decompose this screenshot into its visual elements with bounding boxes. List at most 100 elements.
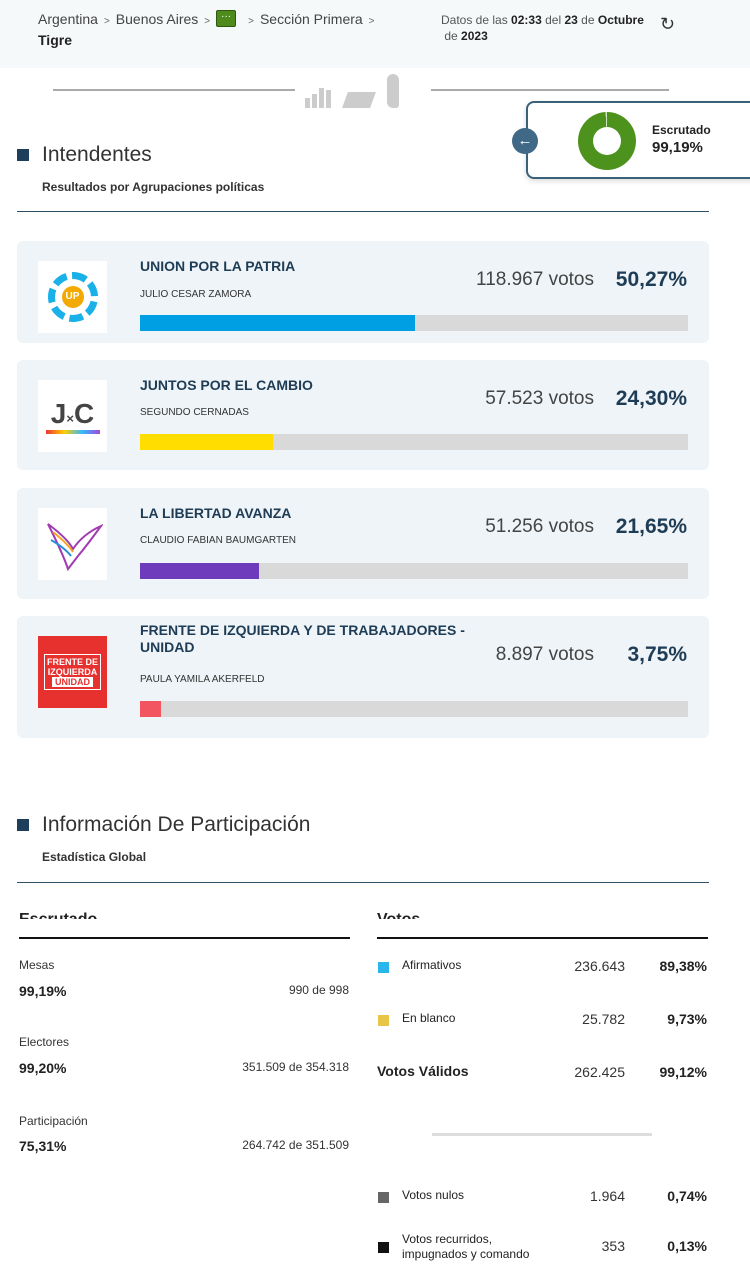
votos-divider: [432, 1133, 652, 1136]
party-progress-bar: [140, 563, 688, 579]
update-de2: de: [444, 29, 458, 43]
votos-num: 262.425: [574, 1064, 625, 1080]
stat-detail: 990 de 998: [288, 983, 349, 997]
intendentes-subtitle: Resultados por Agrupaciones políticas: [42, 180, 265, 194]
section-rule: [17, 882, 709, 883]
party-percent: 24,30%: [615, 387, 687, 410]
votos-label: Votos recurridos, impugnados y comando: [402, 1232, 530, 1261]
progress-fill: [140, 315, 416, 331]
party-votes: 51.256 votos: [485, 516, 594, 537]
party-logo-up: UP: [38, 261, 107, 333]
party-logo-jxc: J×C: [38, 380, 107, 452]
party-name: JUNTOS POR EL CAMBIO: [140, 377, 313, 393]
legend-swatch: [378, 1192, 389, 1203]
collapse-arrow-icon[interactable]: ←: [512, 128, 538, 154]
breadcrumb-argentina[interactable]: Argentina: [38, 11, 98, 27]
candidate-name: JULIO CESAR ZAMORA: [140, 289, 252, 300]
candidate-name: SEGUNDO CERNADAS: [140, 407, 249, 418]
legend-swatch: [378, 1242, 389, 1253]
escrutado-heading: Escrutado: [19, 905, 219, 919]
escrutado-donut: [578, 112, 636, 170]
votos-percent: 99,12%: [659, 1064, 707, 1080]
party-name: LA LIBERTAD AVANZA: [140, 505, 292, 521]
party-votes: 8.897 votos: [495, 644, 594, 665]
party-name: UNION POR LA PATRIA: [140, 258, 296, 274]
votos-label: Votos nulos: [402, 1188, 465, 1202]
participacion-subtitle: Estadística Global: [42, 850, 147, 864]
candidate-name: PAULA YAMILA AKERFELD: [140, 674, 265, 685]
breadcrumb-buenos-aires[interactable]: Buenos Aires: [115, 11, 199, 27]
participacion-title: Información De Participación: [17, 813, 310, 837]
escrutado-label: Escrutado: [652, 123, 711, 137]
stat-percent: 99,19%: [19, 983, 67, 999]
header: Argentina > Buenos Aires > ··· > Sección Prime…: [0, 0, 750, 68]
section-marker: [17, 819, 29, 831]
escrutado-rule: [19, 937, 350, 939]
votos-label: Afirmativos: [402, 958, 462, 972]
update-hour: 02:33: [511, 13, 542, 27]
stat-detail: 351.509 de 354.318: [242, 1060, 349, 1074]
breadcrumb-current: Tigre: [38, 32, 72, 48]
escrutado-value: 99,19%: [652, 139, 703, 156]
section-marker: [17, 149, 29, 161]
votos-row: En blanco 25.782 9,73%: [377, 1007, 707, 1037]
votos-row: Afirmativos 236.643 89,38%: [377, 954, 707, 984]
votos-row: Votos nulos 1.964 0,74%: [377, 1184, 707, 1214]
update-day: 23: [564, 13, 578, 27]
votos-label: Votos Válidos: [377, 1063, 469, 1079]
votos-percent: 0,13%: [667, 1238, 707, 1254]
party-percent: 21,65%: [615, 515, 687, 538]
party-percent: 3,75%: [627, 643, 687, 666]
votos-num: 353: [601, 1238, 625, 1254]
divider-right: [431, 89, 669, 91]
divider-left: [53, 89, 295, 91]
stat-label: Participación: [19, 1114, 88, 1128]
votos-num: 25.782: [582, 1011, 625, 1027]
progress-fill: [140, 701, 161, 717]
votos-percent: 9,73%: [667, 1011, 707, 1027]
breadcrumb-more-icon[interactable]: ···: [216, 10, 237, 27]
party-card[interactable]: FRENTE DE IZQUIERDA UNIDAD FRENTE DE IZQUI…: [17, 616, 709, 738]
party-progress-bar: [140, 315, 688, 331]
participacion-title-text: Información De Participación: [42, 813, 311, 836]
intendentes-title: Intendentes: [17, 143, 152, 167]
update-de: de: [581, 13, 595, 27]
update-del: del: [545, 13, 562, 27]
votos-rule: [377, 937, 708, 939]
party-card[interactable]: J×C JUNTOS POR EL CAMBIO SEGUNDO CERNADA…: [17, 360, 709, 470]
votos-num: 1.964: [589, 1188, 625, 1204]
legend-swatch: [378, 962, 389, 973]
party-card[interactable]: UP UNION POR LA PATRIA JULIO CESAR ZAMOR…: [17, 241, 709, 343]
party-card[interactable]: LA LIBERTAD AVANZA CLAUDIO FABIAN BAUMGA…: [17, 488, 709, 599]
ballot-box-icon[interactable]: [342, 92, 376, 108]
breadcrumb-seccion[interactable]: Sección Primera: [259, 11, 363, 27]
votos-heading: Votos: [377, 905, 577, 919]
votos-row: Votos recurridos, impugnados y comando 35…: [377, 1228, 707, 1264]
party-progress-bar: [140, 434, 688, 450]
eagle-icon: [46, 523, 103, 572]
party-votes: 57.523 votos: [485, 388, 594, 409]
breadcrumb: Argentina > Buenos Aires > ··· > Sección Prime…: [38, 10, 375, 48]
party-percent: 50,27%: [615, 268, 687, 291]
stat-percent: 99,20%: [19, 1060, 67, 1076]
refresh-icon[interactable]: ↻: [660, 14, 676, 34]
update-time: Datos de las 02:33 del 23 de Octubre de …: [441, 12, 651, 44]
votos-row: Votos Válidos 262.425 99,12%: [377, 1060, 707, 1090]
intendentes-title-text: Intendentes: [42, 143, 152, 166]
stat-percent: 75,31%: [19, 1138, 67, 1154]
stat-label: Electores: [19, 1035, 70, 1049]
votos-num: 236.643: [574, 958, 625, 974]
bar-chart-icon[interactable]: [305, 82, 331, 108]
votos-label: En blanco: [402, 1011, 456, 1025]
votos-percent: 89,38%: [659, 958, 707, 974]
escrutado-card: Escrutado 99,19%: [526, 101, 750, 179]
party-logo-fit: FRENTE DE IZQUIERDA UNIDAD: [38, 636, 107, 708]
progress-fill: [140, 434, 274, 450]
party-progress-bar: [140, 701, 688, 717]
candidate-name: CLAUDIO FABIAN BAUMGARTEN: [140, 535, 296, 546]
map-icon[interactable]: [387, 74, 399, 108]
update-month: Octubre: [597, 13, 644, 27]
party-name: FRENTE DE IZQUIERDA Y DE TRABAJADORES - …: [140, 622, 465, 655]
update-year: 2023: [461, 29, 488, 43]
legend-swatch: [378, 1015, 389, 1026]
